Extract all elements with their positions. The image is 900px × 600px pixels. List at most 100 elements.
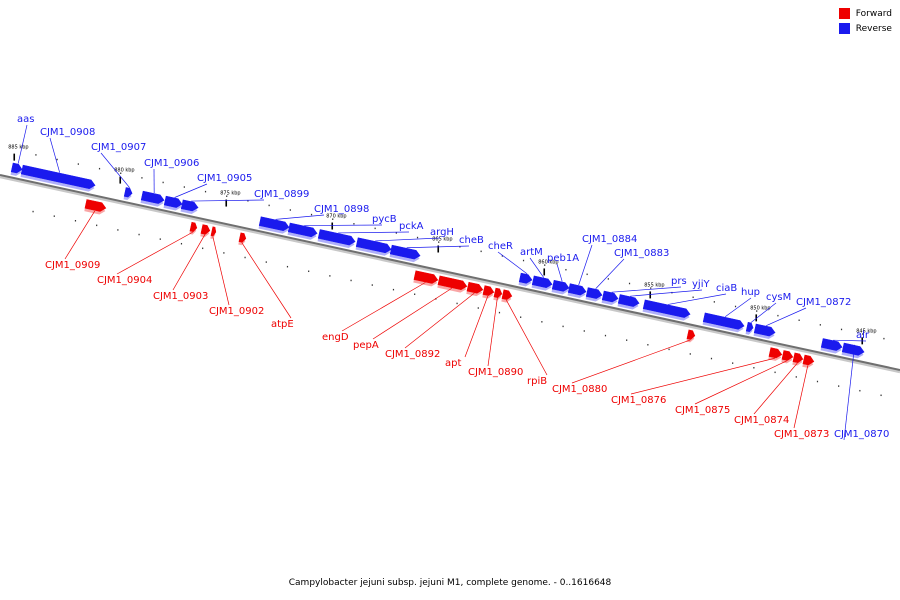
gene-label-prs[interactable]: prs (671, 276, 687, 287)
gene-label-apt[interactable]: apt (445, 358, 461, 369)
gene-arrow-cheb[interactable] (389, 244, 422, 263)
leader-line (487, 298, 498, 367)
gene-arrow-pycb[interactable] (287, 222, 319, 241)
gene-arrow-cjm1-0905[interactable] (163, 195, 184, 211)
gene-arrow-cjm1-0902[interactable] (210, 226, 217, 240)
gene-label-cher[interactable]: cheR (488, 241, 513, 252)
leader-line (724, 297, 752, 318)
gene-arrow-cjm1-0870[interactable] (841, 342, 866, 359)
gene-label-cheb[interactable]: cheB (459, 235, 484, 246)
gene-label-cjm1-0906[interactable]: CJM1_0906 (144, 158, 199, 169)
gene-arrow-cjm1-0883[interactable] (585, 287, 604, 303)
gene-arrow-cjm1-0898[interactable] (258, 216, 291, 235)
gene-label-cjm1-0898[interactable]: CJM1_0898 (314, 204, 369, 215)
gene-label-cjm1-0876[interactable]: CJM1_0876 (611, 395, 666, 406)
leader-line (630, 357, 775, 395)
gene-label-cjm1-0905[interactable]: CJM1_0905 (197, 173, 252, 184)
gene-arrow-cjm1-0880[interactable] (686, 329, 696, 343)
gene-label-cjm1-0884[interactable]: CJM1_0884 (582, 234, 637, 245)
gene-label-pcka[interactable]: pckA (399, 221, 424, 232)
gene-arrow-atpe[interactable] (238, 232, 247, 246)
gene-label-cjm1-0909[interactable]: CJM1_0909 (45, 260, 100, 271)
gene-arrow-pcka[interactable] (317, 229, 357, 250)
gene-label-cjm1-0880[interactable]: CJM1_0880 (552, 384, 607, 395)
gene-arrow-cjm1-0899[interactable] (180, 199, 200, 215)
gene-arrow-apt[interactable] (482, 285, 495, 300)
gene-arrow-cjm1-0884[interactable] (567, 283, 588, 299)
gene-arrow-hup[interactable] (702, 312, 746, 333)
gene-label-cjm1-0875[interactable]: CJM1_0875 (675, 405, 730, 416)
gene-label-cjm1-0872[interactable]: CJM1_0872 (796, 297, 851, 308)
gene-label-pepa[interactable]: pepA (353, 340, 379, 351)
leader-line (571, 339, 691, 384)
gene-arrow-cjm1-0909[interactable] (84, 199, 107, 215)
gene-label-cjm1-0903[interactable]: CJM1_0903 (153, 291, 208, 302)
gene-label-hup[interactable]: hup (741, 287, 760, 298)
leader-line (241, 242, 292, 319)
gene-arrow-peb1a[interactable] (551, 279, 571, 295)
gene-arrow-engd[interactable] (413, 270, 439, 288)
gene-label-cjm1-0892[interactable]: CJM1_0892 (385, 349, 440, 360)
gene-label-cjm1-0873[interactable]: CJM1_0873 (774, 429, 829, 440)
gene-label-cjm1-0902[interactable]: CJM1_0902 (209, 306, 264, 317)
gene-label-rpib[interactable]: rpiB (527, 376, 547, 387)
gene-arrow-cjm1-0907[interactable] (123, 187, 134, 201)
leader-line (668, 293, 727, 305)
gene-arrow-alr[interactable] (820, 338, 844, 354)
tick-layer: 885 kbp 880 kbp 875 kbp 870 kbp 865 kbp 860 k… (8, 145, 885, 397)
gene-arrow-pepa[interactable] (437, 275, 468, 294)
gene-label-engd[interactable]: engD (322, 332, 349, 343)
gene-arrow-cysm[interactable] (745, 321, 755, 335)
gene-label-cjm1-0870[interactable]: CJM1_0870 (834, 429, 889, 440)
leader-line (375, 237, 441, 242)
gene-arrow-cjm1-0906[interactable] (140, 190, 166, 207)
gene-arrow-cjm1-0892[interactable] (466, 281, 484, 297)
gene-label-cjm1-0890[interactable]: CJM1_0890 (468, 367, 523, 378)
gene-arrow-argh[interactable] (355, 237, 393, 257)
gene-label-cjm1-0904[interactable]: CJM1_0904 (97, 275, 152, 286)
gene-arrow-cjm1-0876[interactable] (768, 347, 783, 362)
gene-label-alr[interactable]: alr (856, 330, 870, 341)
gene-arrow-cjm1-0873[interactable] (802, 354, 815, 369)
legend-item-forward: Forward (838, 8, 892, 19)
gene-label-cjm1-0874[interactable]: CJM1_0874 (734, 415, 789, 426)
gene-label-pycb[interactable]: pycB (372, 214, 397, 225)
gene-label-atpe[interactable]: atpE (271, 319, 294, 330)
gene-label-cjm1-0907[interactable]: CJM1_0907 (91, 142, 146, 153)
gene-arrow-cjm1-0874[interactable] (792, 352, 804, 367)
leader-line (338, 231, 410, 234)
gene-label-cjm1-0908[interactable]: CJM1_0908 (40, 127, 95, 138)
gene-arrow-ciab[interactable] (642, 299, 692, 322)
leader-line (793, 365, 809, 429)
gene-arrow-cjm1-0875[interactable] (781, 350, 794, 364)
gene-arrow-cjm1-0908[interactable] (20, 164, 97, 193)
scale-tick-label: 865 kbp (432, 236, 452, 242)
leader-line (212, 236, 230, 306)
gene-label-cjm1-0883[interactable]: CJM1_0883 (614, 248, 669, 259)
gene-label-peb1a[interactable]: peb1A (547, 253, 579, 264)
leader-line (372, 287, 453, 340)
gene-arrow-artm[interactable] (531, 275, 554, 292)
leader-line (843, 344, 856, 441)
gene-label-cysm[interactable]: cysM (766, 292, 791, 303)
gene-label-yjiy[interactable]: yjiY (692, 279, 710, 290)
gene-arrow-cjm1-0904[interactable] (189, 221, 198, 235)
gene-label-ciab[interactable]: ciaB (716, 283, 737, 294)
gene-label-cjm1-0899[interactable]: CJM1_0899 (254, 189, 309, 200)
scale-tick-label: 875 kbp (220, 191, 240, 197)
gene-arrow-prs[interactable] (601, 290, 620, 306)
gene-label-argh[interactable]: argH (430, 227, 454, 238)
gene-arrow-cher[interactable] (518, 272, 534, 287)
leader-line (529, 257, 544, 278)
leader-line (404, 292, 475, 349)
gene-label-aas[interactable]: aas (17, 114, 34, 125)
label-layer: aasCJM1_0908CJM1_0907CJM1_0906CJM1_0905C… (17, 114, 889, 441)
gene-arrow-cjm1-0903[interactable] (200, 224, 211, 238)
gene-label-artm[interactable]: artM (520, 247, 543, 258)
gene-arrow-cjm1-0890[interactable] (493, 287, 503, 301)
gene-arrow-rpib[interactable] (501, 289, 513, 304)
gene-arrow-aas[interactable] (10, 162, 24, 177)
gene-arrow-cjm1-0872[interactable] (753, 323, 777, 340)
gene-arrow-yjiy[interactable] (617, 294, 641, 311)
scale-tick-label: 885 kbp (8, 145, 28, 151)
